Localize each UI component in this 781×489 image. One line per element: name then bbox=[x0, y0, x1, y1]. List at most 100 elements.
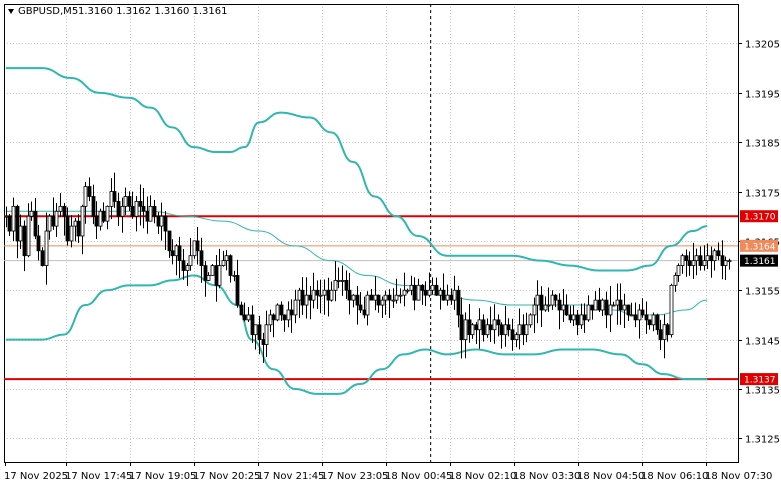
candle-body bbox=[694, 255, 699, 262]
candle-body bbox=[637, 309, 642, 321]
candle-body bbox=[87, 186, 92, 197]
candle-body bbox=[29, 210, 34, 217]
chart-header: GBPUSD,M5 1.3160 1.3162 1.3160 1.3161 bbox=[8, 6, 228, 17]
candle-body bbox=[488, 324, 493, 331]
candle-body bbox=[192, 240, 197, 257]
candle-body bbox=[112, 191, 117, 202]
candle-body bbox=[148, 205, 153, 222]
horizontal-levels bbox=[4, 215, 738, 381]
candle-body bbox=[210, 265, 215, 276]
x-tick-label: 18 Nov 04:50 bbox=[577, 471, 644, 482]
dropdown-triangle-icon[interactable] bbox=[8, 9, 14, 14]
candle-body bbox=[470, 324, 475, 336]
y-tick-label: 1.3155 bbox=[745, 287, 780, 298]
candle-body bbox=[304, 294, 309, 306]
candle-body bbox=[604, 299, 609, 316]
candle-body bbox=[7, 215, 12, 232]
x-tick-label: 17 Nov 2025 bbox=[4, 471, 68, 482]
candle-body bbox=[611, 304, 616, 307]
candle-body bbox=[123, 196, 128, 207]
candle-body bbox=[54, 210, 59, 227]
candle-body bbox=[185, 265, 190, 271]
candle-body bbox=[105, 205, 110, 222]
candle-body bbox=[268, 314, 273, 326]
candle-body bbox=[91, 196, 96, 217]
candle-body bbox=[282, 314, 287, 321]
level-badge-label: 1.3137 bbox=[744, 376, 776, 386]
candle-body bbox=[242, 314, 247, 321]
candle-body bbox=[94, 215, 99, 227]
price-badges: 1.3170 1.3137 1.3164 1.3161 bbox=[740, 210, 778, 386]
candle-body bbox=[373, 294, 378, 301]
candle-body bbox=[297, 289, 302, 301]
x-tick-label: 18 Nov 02:10 bbox=[449, 471, 516, 482]
candle-body bbox=[76, 220, 81, 237]
candle-body bbox=[329, 289, 334, 301]
candle-body bbox=[658, 329, 663, 341]
candle-body bbox=[315, 289, 320, 296]
candle-body bbox=[4, 215, 9, 218]
candle-body bbox=[430, 284, 435, 291]
candle-body bbox=[15, 205, 20, 242]
candle-body bbox=[651, 314, 656, 326]
candle-body bbox=[633, 314, 638, 321]
candle-body bbox=[308, 294, 313, 301]
y-tick-label: 1.3185 bbox=[745, 139, 780, 150]
upper-band bbox=[5, 67, 708, 272]
candle-body bbox=[691, 260, 696, 266]
candle-body bbox=[44, 230, 49, 266]
candle-body bbox=[138, 201, 143, 207]
candle-body bbox=[438, 289, 443, 296]
candle-body bbox=[58, 205, 63, 212]
candle-body bbox=[311, 289, 316, 301]
candle-body bbox=[553, 294, 558, 301]
candle-body bbox=[286, 309, 291, 321]
candle-body bbox=[575, 314, 580, 326]
candle-body bbox=[474, 324, 479, 331]
candle-body bbox=[214, 265, 219, 286]
candle-body bbox=[250, 314, 255, 336]
y-tick-label: 1.3135 bbox=[745, 386, 780, 397]
candle-body bbox=[18, 225, 23, 242]
candle-body bbox=[571, 314, 576, 321]
candle-body bbox=[120, 205, 125, 217]
candle-body bbox=[524, 324, 529, 336]
candle-body bbox=[539, 294, 544, 311]
candle-body bbox=[705, 255, 710, 262]
candle-body bbox=[47, 215, 52, 232]
candle-body bbox=[98, 210, 103, 227]
candle-body bbox=[127, 196, 132, 207]
candle-body bbox=[441, 289, 446, 301]
candle-body bbox=[246, 314, 251, 321]
reference-badge-bg bbox=[740, 239, 778, 252]
candle-body bbox=[521, 324, 526, 336]
candle-body bbox=[347, 289, 352, 301]
candle-body bbox=[684, 255, 689, 262]
x-tick-label: 17 Nov 21:45 bbox=[257, 471, 324, 482]
candle-body bbox=[665, 324, 670, 336]
candle-body bbox=[188, 255, 193, 266]
candle-body bbox=[206, 275, 211, 281]
candle-body bbox=[514, 334, 519, 341]
candle-body bbox=[62, 205, 67, 217]
bid-badge-bg bbox=[740, 254, 778, 267]
x-tick-label: 17 Nov 19:05 bbox=[129, 471, 196, 482]
candle-body bbox=[467, 319, 472, 336]
candle-body bbox=[449, 294, 454, 301]
candle-body bbox=[485, 324, 490, 336]
candle-body bbox=[405, 289, 410, 292]
candle-body bbox=[261, 339, 266, 345]
candle-body bbox=[673, 275, 678, 286]
candle-body bbox=[456, 289, 461, 316]
candle-body bbox=[170, 250, 175, 257]
candle-body bbox=[412, 284, 417, 301]
candle-body bbox=[492, 319, 497, 331]
candle-body bbox=[322, 289, 327, 296]
candle-body bbox=[181, 260, 186, 271]
candle-body bbox=[340, 279, 345, 282]
candle-body bbox=[517, 324, 522, 336]
candle-body bbox=[409, 284, 414, 291]
candle-body bbox=[416, 284, 421, 301]
candle-body bbox=[499, 324, 504, 336]
